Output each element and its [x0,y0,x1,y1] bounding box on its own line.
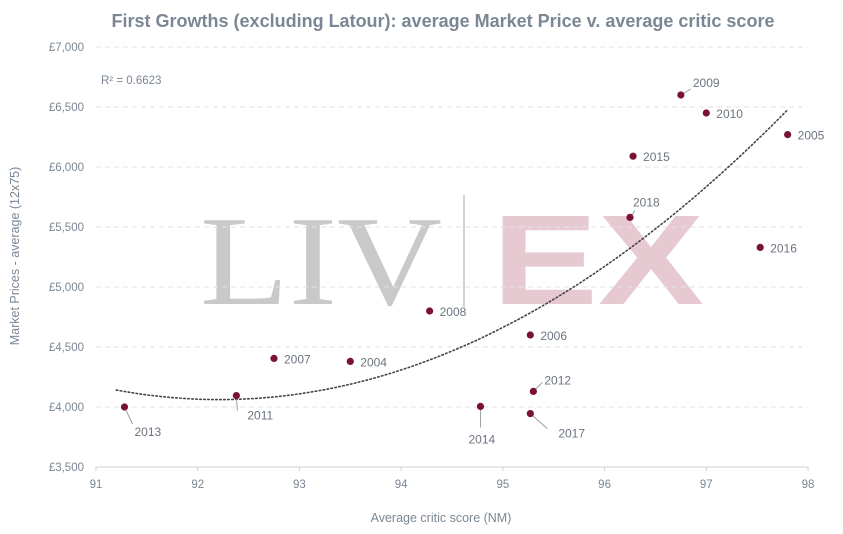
data-label: 2014 [468,432,495,446]
data-label: 2009 [693,76,720,90]
trendline [115,108,789,401]
data-label: 2004 [360,355,387,369]
chart-title: First Growths (excluding Latour): averag… [112,11,775,31]
data-point [426,307,434,315]
y-tick-label: £7,000 [49,42,84,54]
data-point [270,354,278,362]
y-tick-label: £3,500 [49,462,84,474]
data-label: 2006 [540,329,567,343]
data-point [120,403,129,411]
leader-line [529,413,548,429]
data-label: 2008 [440,305,467,319]
data-label: 2010 [716,107,743,121]
data-label: 2017 [558,427,585,441]
data-point [702,109,710,117]
gridlines [96,46,808,408]
data-point [346,357,354,365]
y-tick-label: £5,500 [49,222,84,234]
y-axis-ticks: £3,500 £4,000 £4,500 £5,000 £5,500 £6,000 £6,5… [49,42,84,474]
x-tick-label: 93 [293,479,306,491]
y-tick-label: £4,000 [49,402,84,414]
x-tick-label: 91 [90,479,103,491]
data-point [232,392,240,400]
data-point [529,387,537,395]
y-tick-label: £6,500 [49,102,84,114]
data-labels: 2013 2011 2007 2004 2008 2014 2006 2012 2017 2015… [134,76,824,446]
data-point [756,243,764,251]
watermark: LIV EX [200,189,704,332]
data-label: 2018 [633,195,660,209]
watermark-right: EX [492,189,704,332]
y-tick-label: £6,000 [49,162,84,174]
y-axis-title: Market Prices - average (12x75) [8,167,22,346]
y-tick-label: £4,500 [49,342,84,354]
x-tick-label: 95 [496,479,509,491]
x-tick-label: 97 [700,479,713,491]
data-point [476,402,485,410]
data-point [784,131,792,139]
x-tick-label: 96 [598,479,611,491]
data-point [626,213,634,221]
data-label: 2005 [798,129,825,143]
data-point [526,331,534,339]
watermark-divider [463,195,465,307]
data-label: 2015 [643,150,670,164]
data-label: 2013 [134,425,161,439]
data-points [120,91,792,418]
x-tick-label: 94 [395,479,408,491]
data-label: 2012 [544,373,571,387]
x-tick-label: 92 [191,479,204,491]
data-point [677,91,685,99]
data-point [629,152,637,160]
x-tick-label: 98 [802,479,815,491]
r-squared-annotation: R² = 0.6623 [101,75,161,87]
data-point [526,410,534,418]
data-label: 2007 [284,352,311,366]
x-axis-ticks: 91 92 93 94 95 96 97 98 [90,467,815,491]
watermark-left: LIV [200,190,442,332]
data-label: 2016 [770,241,797,255]
x-axis-title: Average critic score (NM) [371,511,512,525]
y-tick-label: £5,000 [49,282,84,294]
data-label: 2011 [247,409,273,423]
